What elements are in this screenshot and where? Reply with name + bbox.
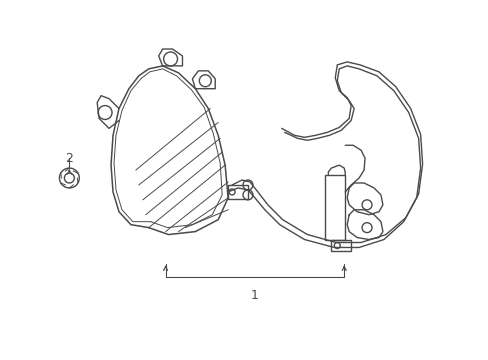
Text: 2: 2: [65, 152, 73, 165]
Bar: [228, 185, 247, 199]
Bar: [325, 175, 345, 239]
Text: 1: 1: [250, 289, 258, 302]
Bar: [331, 239, 350, 251]
